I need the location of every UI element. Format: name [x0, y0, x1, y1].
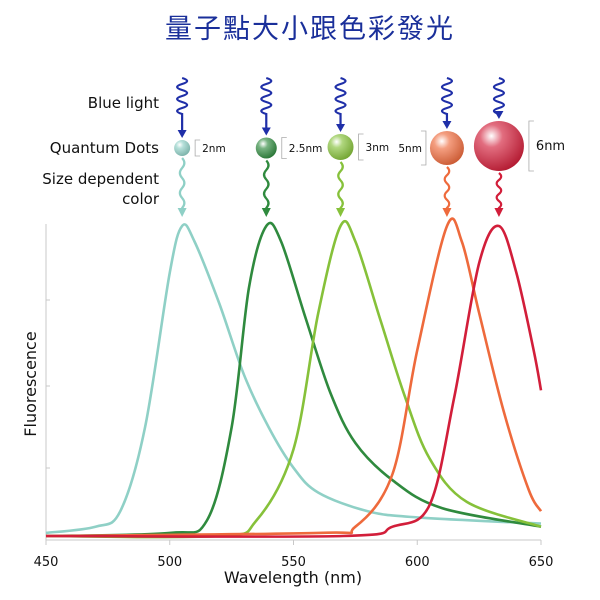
emitted-light-arrowhead-icon: [336, 208, 346, 217]
blue-light-arrowhead-icon: [177, 130, 187, 138]
blue-light-wave: [176, 76, 189, 132]
x-tick-label: 450: [34, 555, 59, 570]
emission-curve-4: [45, 217, 543, 538]
blue-light-wave: [492, 76, 506, 116]
blue-light-wave: [260, 76, 273, 130]
emitted-light-arrowhead-icon: [494, 208, 504, 217]
quantum-dot-group-5: 6nm: [473, 76, 565, 217]
emitted-light-wave: [495, 172, 503, 210]
quantum-dots-label: Quantum Dots: [50, 139, 159, 157]
emitted-light-arrowhead-icon: [177, 208, 187, 217]
emitted-light-arrowhead-icon: [261, 208, 271, 217]
emitted-light-arrowhead-icon: [442, 208, 452, 217]
quantum-dot-group-3: 3nm: [327, 76, 390, 217]
quantum-dot-sphere: [255, 137, 277, 159]
blue-light-arrowhead-icon: [336, 124, 346, 132]
blue-light-arrowhead-icon: [261, 127, 271, 136]
size-dependent-label: Size dependent: [42, 170, 159, 188]
emission-curve-3: [45, 219, 542, 539]
blue-light-arrowhead-icon: [442, 121, 452, 129]
quantum-dot-group-2: 2.5nm: [255, 76, 323, 217]
emitted-light-wave: [443, 166, 451, 210]
blue-light-arrowhead-icon: [494, 111, 504, 119]
emission-curve-2: [45, 221, 542, 538]
y-axis-label: Fluorescence: [21, 331, 40, 436]
blue-light-wave: [440, 76, 454, 123]
quantum-dot-sphere: [327, 134, 354, 160]
dot-size-label: 2.5nm: [289, 143, 323, 155]
emission-curve-5: [45, 224, 543, 538]
quantum-dot-group-4: 5nm: [398, 76, 464, 217]
emission-curve-1: [45, 223, 542, 535]
fluorescence-chart: 450 500 550 600 650 Wavelength (nm) Fluoresc…: [21, 217, 554, 587]
x-tick-label: 500: [157, 555, 182, 570]
emitted-light-wave: [337, 161, 344, 210]
x-tick-label: 550: [281, 555, 306, 570]
emission-curves: [45, 217, 543, 539]
dot-size-label: 6nm: [536, 139, 565, 154]
quantum-dot-group-1: 2nm: [174, 76, 226, 217]
dot-size-label: 5nm: [398, 143, 422, 155]
quantum-dot-sphere: [473, 121, 524, 171]
emitted-light-wave: [262, 159, 270, 210]
blue-light-label: Blue light: [88, 94, 159, 112]
size-bracket: [194, 139, 201, 157]
y-axis-ticks: [46, 299, 50, 469]
x-tick-label: 600: [405, 555, 430, 570]
x-tick-label: 650: [529, 555, 554, 570]
color-label: color: [122, 190, 160, 208]
size-bracket: [420, 130, 427, 166]
quantum-dots-row: 2nm 2.5nm 3nm 5nm 6nm: [174, 76, 565, 217]
x-axis-ticks: 450 500 550 600 650: [34, 540, 554, 570]
page-title: 量子點大小跟色彩發光: [165, 14, 455, 45]
dot-size-label: 3nm: [366, 142, 390, 154]
x-axis-label: Wavelength (nm): [224, 568, 362, 587]
blue-light-wave: [334, 76, 347, 126]
size-bracket: [358, 133, 364, 161]
quantum-dot-sphere: [429, 131, 464, 165]
dot-size-label: 2nm: [202, 143, 226, 155]
size-bracket: [528, 120, 534, 172]
quantum-dot-sphere: [174, 140, 191, 156]
emitted-light-wave: [178, 157, 186, 210]
size-bracket: [281, 137, 287, 159]
